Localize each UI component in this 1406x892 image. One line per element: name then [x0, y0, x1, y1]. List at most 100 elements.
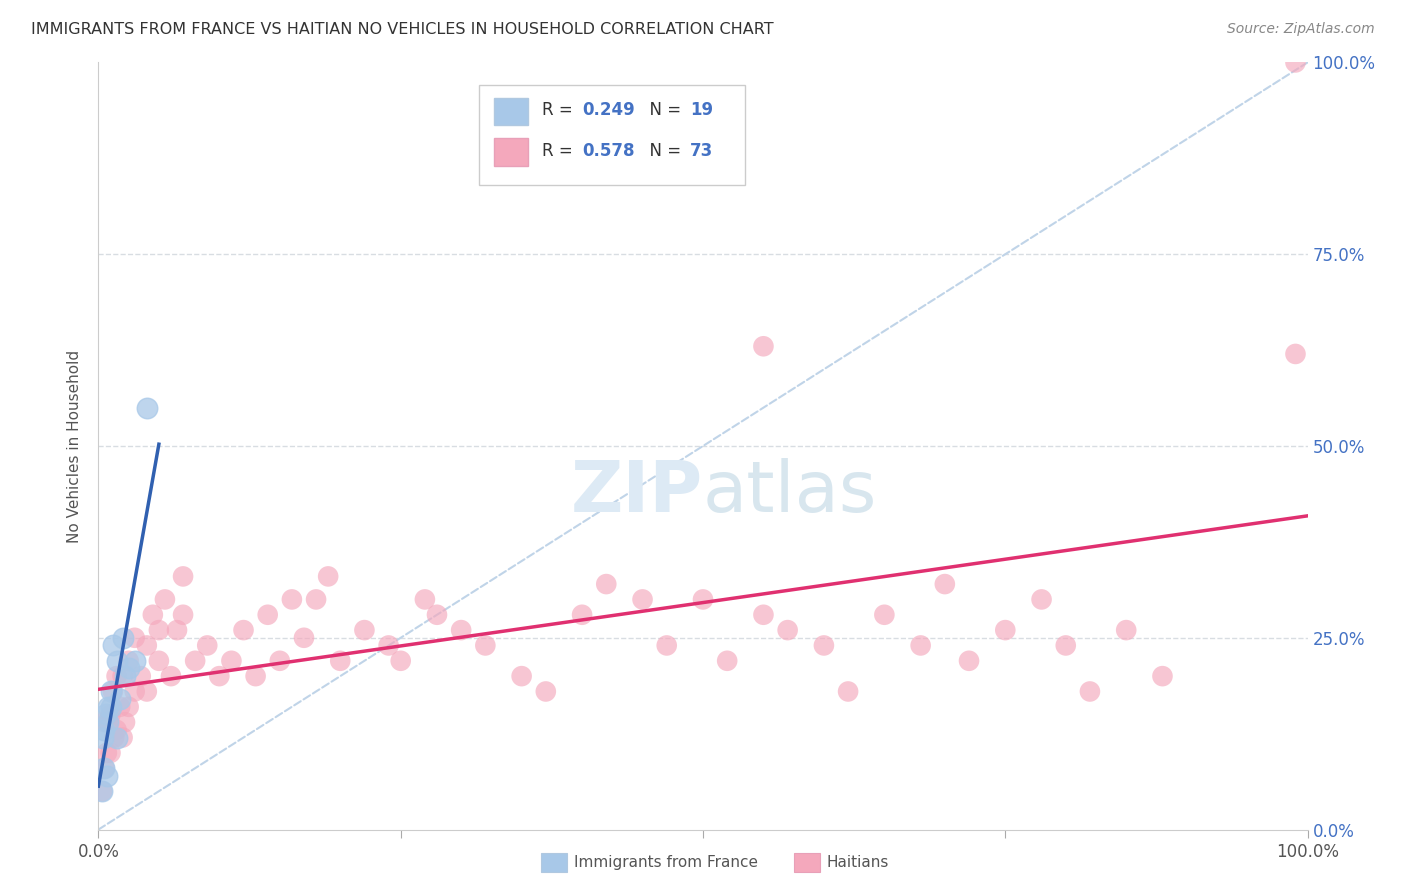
Point [752, 339, 775, 353]
Point [655, 639, 678, 653]
Point [105, 654, 128, 668]
Point [135, 401, 157, 415]
Point [172, 607, 194, 622]
Point [100, 707, 122, 722]
Point [105, 731, 128, 745]
Point [118, 661, 141, 675]
Point [281, 592, 304, 607]
Text: 0.578: 0.578 [582, 143, 634, 161]
Point [93, 761, 115, 775]
Point [208, 669, 231, 683]
Point [221, 654, 243, 668]
Point [118, 699, 141, 714]
Point [353, 623, 375, 637]
Point [245, 669, 267, 683]
Text: ZIP: ZIP [571, 458, 703, 526]
Point [305, 592, 328, 607]
Point [534, 684, 557, 698]
FancyBboxPatch shape [479, 86, 745, 186]
Point [135, 684, 157, 698]
Point [184, 654, 207, 668]
Point [91, 784, 114, 798]
Point [1078, 684, 1101, 698]
Point [1054, 639, 1077, 653]
Point [111, 731, 134, 745]
Point [118, 654, 141, 668]
Point [1115, 623, 1137, 637]
Point [101, 639, 124, 653]
Point [105, 723, 128, 737]
Point [129, 669, 152, 683]
Point [873, 607, 896, 622]
Point [100, 699, 122, 714]
Point [100, 684, 122, 698]
Point [94, 707, 117, 722]
Point [93, 715, 115, 730]
Point [148, 654, 170, 668]
Point [124, 654, 146, 668]
Point [426, 607, 449, 622]
Point [108, 692, 131, 706]
Point [114, 715, 136, 730]
Text: 19: 19 [690, 101, 713, 119]
Point [474, 639, 496, 653]
Text: Immigrants from France: Immigrants from France [574, 855, 758, 870]
Point [1284, 55, 1306, 70]
Point [124, 631, 146, 645]
Point [692, 592, 714, 607]
Point [910, 639, 932, 653]
Point [148, 623, 170, 637]
Point [934, 577, 956, 591]
Text: N =: N = [638, 143, 686, 161]
Point [91, 731, 114, 745]
Point [111, 631, 134, 645]
Point [142, 607, 165, 622]
Text: N =: N = [638, 101, 686, 119]
Point [256, 607, 278, 622]
Point [96, 769, 118, 783]
Point [413, 592, 436, 607]
Point [91, 784, 114, 798]
Point [97, 715, 120, 730]
Text: Source: ZipAtlas.com: Source: ZipAtlas.com [1227, 22, 1375, 37]
Point [389, 654, 412, 668]
Point [105, 669, 128, 683]
Point [776, 623, 799, 637]
Point [837, 684, 859, 698]
Point [93, 723, 115, 737]
Point [813, 639, 835, 653]
Point [195, 639, 218, 653]
Point [135, 639, 157, 653]
Point [166, 623, 188, 637]
Point [292, 631, 315, 645]
Point [571, 607, 593, 622]
Point [97, 715, 120, 730]
Text: atlas: atlas [703, 458, 877, 526]
Point [1284, 347, 1306, 361]
Point [752, 607, 775, 622]
Text: 73: 73 [690, 143, 713, 161]
Point [96, 746, 118, 760]
FancyBboxPatch shape [494, 138, 527, 166]
Point [111, 669, 134, 683]
Point [1152, 669, 1174, 683]
Point [377, 639, 399, 653]
Text: 0.249: 0.249 [582, 101, 636, 119]
Y-axis label: No Vehicles in Household: No Vehicles in Household [67, 350, 83, 542]
Point [595, 577, 617, 591]
Point [510, 669, 533, 683]
Point [1031, 592, 1053, 607]
Text: R =: R = [543, 143, 578, 161]
Point [232, 623, 254, 637]
Point [100, 746, 122, 760]
Point [97, 699, 120, 714]
Point [329, 654, 352, 668]
Text: R =: R = [543, 101, 578, 119]
Point [160, 669, 183, 683]
Point [994, 623, 1017, 637]
Point [269, 654, 291, 668]
Point [103, 731, 125, 745]
Point [153, 592, 176, 607]
Point [93, 761, 115, 775]
Point [450, 623, 472, 637]
